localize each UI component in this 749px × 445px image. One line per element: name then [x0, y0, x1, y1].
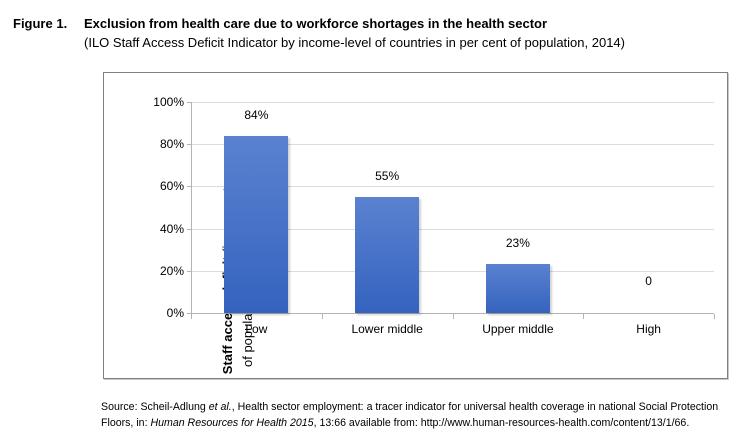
y-tick-label: 80%	[159, 137, 184, 152]
y-tick-label: 100%	[153, 95, 184, 109]
y-axis-line	[191, 102, 192, 314]
x-axis-tick	[321, 314, 323, 319]
bar-value-label: 55%	[375, 168, 400, 183]
y-axis-tick	[187, 186, 191, 188]
gridline	[191, 228, 714, 230]
x-axis-line	[191, 313, 714, 314]
y-axis-tick	[187, 270, 191, 272]
y-tick-label: 0%	[166, 306, 184, 320]
source-italic-segment: et al.	[208, 401, 232, 413]
x-axis-tick	[583, 314, 585, 319]
x-axis-tick	[714, 314, 715, 319]
y-tick-label: 60%	[159, 179, 184, 194]
source-italic-segment: Human Resources for Health 2015	[150, 416, 314, 429]
source-text-segment: Source: Scheil-Adlung	[101, 401, 209, 413]
x-axis-tick	[191, 314, 192, 319]
y-axis-tick	[187, 228, 191, 230]
x-axis-tick	[452, 314, 454, 319]
source-citation: Source: Scheil-Adlung et al., Health sec…	[101, 400, 718, 431]
gridline	[191, 186, 714, 188]
figure-subtitle: (ILO Staff Access Deficit Indicator by i…	[84, 35, 625, 50]
bar-value-label: 0	[645, 274, 652, 288]
y-axis-tick	[187, 313, 191, 314]
gridline	[191, 102, 714, 103]
y-axis-tick	[187, 144, 191, 146]
figure-number: Figure 1.	[13, 16, 68, 31]
bar	[355, 196, 420, 313]
source-text-segment: Floors, in:	[101, 416, 151, 429]
source-text-segment: , 13:66 available from: http://www.human…	[313, 416, 690, 429]
x-category-label: Low	[245, 322, 268, 336]
source-line: Source: Scheil-Adlung et al., Health sec…	[101, 400, 718, 416]
bar	[224, 135, 289, 313]
bar	[485, 264, 550, 313]
bar-value-label: 23%	[505, 236, 530, 251]
y-tick-label: 40%	[159, 221, 184, 236]
source-text-segment: , Health sector employment: a tracer ind…	[231, 401, 719, 413]
x-category-label: Upper middle	[482, 322, 554, 336]
bar-value-label: 84%	[244, 107, 269, 122]
x-category-label: Lower middle	[351, 322, 423, 336]
gridline	[191, 144, 714, 146]
y-axis-tick	[187, 102, 191, 103]
x-category-label: High	[636, 322, 661, 336]
figure-title: Exclusion from health care due to workfo…	[84, 16, 548, 31]
gridline	[191, 270, 714, 272]
y-tick-label: 20%	[159, 263, 184, 278]
source-line: Floors, in: Human Resources for Health 2…	[101, 416, 718, 432]
